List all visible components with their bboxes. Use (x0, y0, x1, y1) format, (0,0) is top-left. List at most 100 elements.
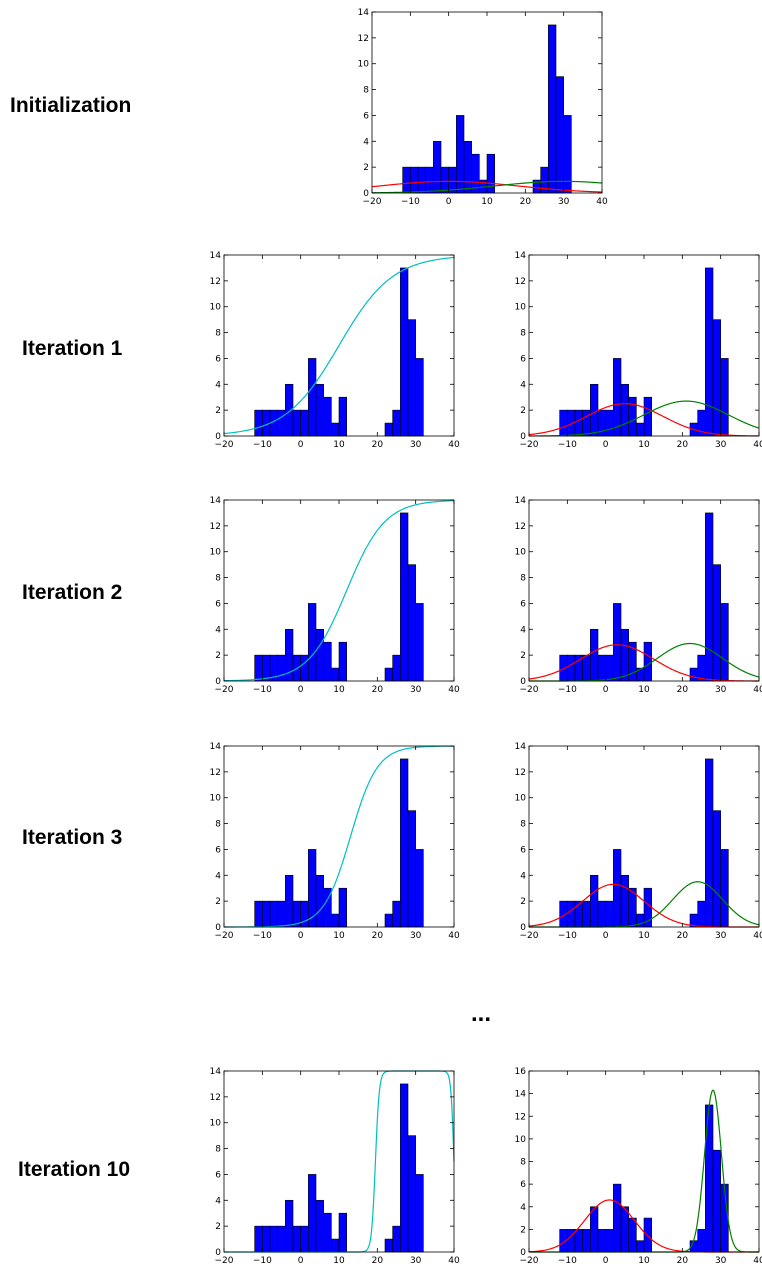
histogram-bar (697, 900, 706, 928)
histogram-bar (277, 654, 286, 682)
x-tick-label: 30 (715, 931, 727, 941)
y-tick-label: 6 (215, 599, 221, 609)
y-tick-label: 0 (520, 677, 526, 687)
y-tick-label: 6 (520, 599, 526, 609)
histogram-bar (613, 603, 622, 682)
x-tick-label: −10 (253, 1256, 272, 1266)
y-tick-label: 2 (363, 163, 369, 173)
x-tick-label: 30 (410, 931, 422, 941)
x-tick-label: −10 (253, 931, 272, 941)
x-tick-label: 10 (638, 1256, 650, 1266)
y-tick-label: 0 (520, 432, 526, 442)
x-tick-label: −20 (215, 931, 234, 941)
histogram-bar (285, 874, 294, 928)
y-tick-label: 8 (520, 820, 526, 830)
chart-iteration-1-sigmoid: −20 −10 0 10 20 30 40 0 2 4 6 8 10 12 14 (210, 251, 460, 450)
x-tick-label: 20 (372, 1256, 384, 1266)
y-tick-label: 4 (215, 380, 221, 390)
y-tick-label: 0 (520, 1248, 526, 1258)
y-tick-label: 6 (215, 845, 221, 855)
x-tick-label: −20 (215, 685, 234, 695)
y-tick-label: 10 (515, 303, 527, 313)
histogram-bar (628, 1217, 637, 1253)
y-tick-label: 4 (520, 380, 526, 390)
histogram-bar (440, 166, 449, 194)
histogram-bar (705, 512, 714, 682)
histogram-bar (308, 603, 317, 682)
y-tick-label: 0 (215, 1248, 221, 1258)
y-tick-label: 8 (215, 329, 221, 339)
y-tick-label: 0 (215, 677, 221, 687)
y-tick-label: 2 (520, 651, 526, 661)
histogram-bar (384, 913, 393, 928)
histogram-bar (331, 667, 340, 682)
histogram-bar (323, 641, 332, 682)
histogram-bar (392, 654, 401, 682)
row-label-iteration-2: Iteration 2 (22, 581, 123, 604)
histogram-bar (605, 654, 614, 682)
histogram-bar (712, 564, 721, 682)
y-tick-label: 16 (515, 1067, 527, 1077)
histogram-bar (331, 422, 340, 437)
histogram-bar (407, 564, 416, 682)
histogram-bar (720, 849, 729, 928)
y-tick-label: 4 (363, 137, 369, 147)
y-tick-label: 12 (515, 768, 526, 778)
y-tick-label: 10 (515, 1135, 527, 1145)
row-label-iteration-1: Iteration 1 (22, 337, 123, 360)
x-tick-label: −10 (253, 440, 272, 450)
x-tick-label: 40 (753, 1256, 762, 1266)
histogram-bar (407, 1135, 416, 1253)
x-tick-label: 0 (603, 931, 609, 941)
histogram-bar (262, 654, 271, 682)
y-tick-label: 6 (215, 354, 221, 364)
histogram-bar (636, 1240, 645, 1253)
histogram-bar (636, 422, 645, 437)
histogram-bar (590, 1206, 599, 1253)
histogram-bar (555, 76, 564, 194)
y-tick-label: 6 (363, 111, 369, 121)
histogram-bar (254, 409, 263, 437)
histogram-bar (613, 358, 622, 437)
x-tick-label: −10 (558, 1256, 577, 1266)
histogram-bar (338, 1212, 347, 1253)
histogram-bar (712, 1149, 721, 1253)
histogram-bar (254, 900, 263, 928)
histogram-bar (400, 267, 409, 437)
histogram-bar (323, 396, 332, 437)
histogram-bar (433, 140, 442, 194)
histogram-bar (285, 1199, 294, 1253)
y-tick-label: 6 (520, 1180, 526, 1190)
histogram-bar (590, 874, 599, 928)
x-tick-label: 0 (298, 440, 304, 450)
histogram-bar (705, 267, 714, 437)
row-label-initialization: Initialization (10, 94, 132, 117)
x-tick-label: −20 (520, 1256, 539, 1266)
chart-iteration-2-gaussians: −20 −10 0 10 20 30 40 0 2 4 6 8 10 12 14 (515, 496, 762, 695)
histogram-bar (300, 409, 309, 437)
chart-iteration-3-gaussians: −20 −10 0 10 20 30 40 0 2 4 6 8 10 12 14 (515, 742, 762, 941)
y-tick-label: 4 (215, 625, 221, 635)
y-tick-label: 14 (515, 1090, 527, 1100)
x-tick-label: −10 (558, 685, 577, 695)
histogram-bar (597, 1229, 606, 1253)
histogram-bar (697, 654, 706, 682)
y-tick-label: 14 (515, 742, 527, 752)
histogram-bar (300, 1225, 309, 1253)
chart-iteration-10-sigmoid: −20 −10 0 10 20 30 40 0 2 4 6 8 10 12 14 (210, 1067, 460, 1266)
y-tick-label: 8 (215, 1145, 221, 1155)
histogram-bar (415, 358, 424, 437)
histogram-bar (574, 409, 583, 437)
x-tick-label: 30 (558, 197, 570, 207)
x-tick-label: 10 (333, 931, 345, 941)
x-tick-label: 10 (333, 1256, 345, 1266)
y-tick-label: 14 (210, 742, 222, 752)
y-tick-label: 2 (215, 1222, 221, 1232)
x-tick-label: −20 (520, 685, 539, 695)
y-tick-label: 14 (358, 8, 370, 18)
y-tick-label: 4 (215, 1196, 221, 1206)
histogram-bar (613, 849, 622, 928)
chart-iteration-3-sigmoid: −20 −10 0 10 20 30 40 0 2 4 6 8 10 12 14 (210, 742, 460, 941)
histogram-bar (277, 900, 286, 928)
histogram-bar (590, 383, 599, 437)
